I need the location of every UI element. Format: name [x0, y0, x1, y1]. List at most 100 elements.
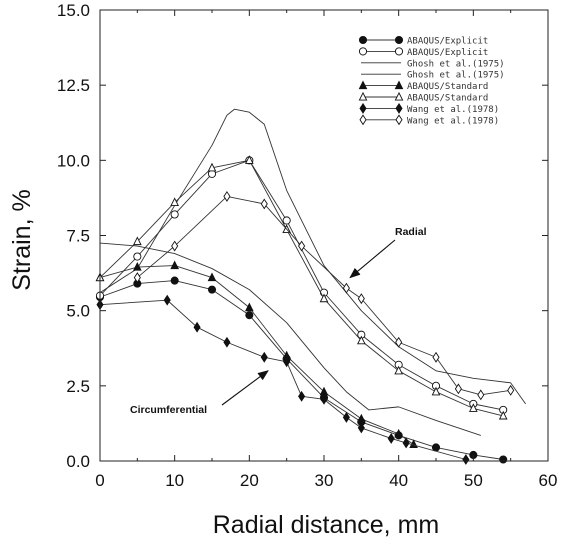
data-point: [171, 240, 179, 252]
series-line: [99, 299, 466, 460]
legend-entry: ABAQUS/Standard: [358, 91, 488, 104]
series-line: [99, 280, 504, 460]
x-tick-label: 40: [389, 471, 408, 490]
data-point: [395, 336, 403, 348]
legend-marker: [395, 102, 403, 114]
y-tick-label: 5.0: [66, 302, 90, 321]
data-point: [342, 411, 350, 423]
y-tick-label: 7.5: [66, 227, 90, 246]
data-point: [319, 293, 329, 303]
annotation-label: Circumferential: [130, 404, 207, 416]
data-point: [133, 261, 142, 271]
legend-marker: [395, 114, 403, 126]
series-3: [99, 242, 481, 436]
y-tick-label: 12.5: [57, 76, 90, 95]
data-point: [170, 210, 179, 219]
data-point: [163, 294, 171, 306]
legend-label: ABAQUS/Standard: [407, 94, 488, 104]
data-point: [245, 311, 254, 320]
x-tick-label: 20: [240, 471, 259, 490]
data-point: [207, 272, 217, 282]
x-tick-label: 50: [464, 471, 483, 490]
legend-marker: [359, 102, 367, 114]
data-point: [394, 365, 403, 375]
data-point: [394, 428, 403, 438]
data-point: [298, 390, 306, 402]
data-point: [499, 455, 508, 464]
series-line: [99, 108, 526, 405]
legend-marker: [394, 47, 404, 56]
legend-marker: [359, 114, 367, 126]
y-tick-label: 0.0: [66, 452, 90, 471]
legend-label: Ghosh et al.(1975): [407, 71, 505, 81]
data-point: [342, 282, 350, 294]
x-axis-title: Radial distance, mm: [213, 511, 439, 539]
series-4: [99, 108, 526, 405]
legend-entry: ABAQUS/Standard: [358, 80, 488, 92]
data-point: [207, 285, 217, 294]
data-point: [431, 443, 441, 452]
x-tick-label: 0: [95, 471, 104, 490]
data-point: [432, 351, 440, 363]
data-point: [431, 386, 441, 396]
data-point: [357, 293, 365, 305]
data-point: [498, 410, 508, 420]
annotations: Radial Circumferential: [130, 226, 427, 416]
data-point: [223, 190, 231, 202]
x-tick-label: 10: [165, 471, 184, 490]
data-point: [260, 198, 268, 210]
legend-label: Wang et al.(1978): [407, 105, 499, 115]
data-point: [320, 393, 328, 405]
data-point: [357, 413, 366, 423]
data-point: [387, 433, 395, 444]
annotation-label: Radial: [395, 226, 427, 238]
data-point: [223, 336, 231, 348]
data-point: [133, 252, 142, 261]
data-point: [133, 236, 142, 246]
legend-entry: ABAQUS/Explicit: [358, 47, 488, 58]
series-line: [137, 195, 511, 396]
data-point: [357, 422, 365, 434]
legend-entry: Wang et al.(1978): [359, 114, 499, 126]
annotation-arrow: [349, 239, 396, 279]
y-tick-label: 10.0: [57, 151, 90, 170]
legend-marker: [358, 35, 368, 45]
data-point: [507, 384, 515, 396]
legend-label: Ghosh et al.(1975): [407, 59, 505, 69]
legend-label: ABAQUS/Standard: [407, 82, 488, 92]
series-line: [99, 242, 481, 436]
legend-entry: Wang et al.(1978): [359, 102, 499, 115]
legend-marker: [394, 35, 404, 45]
annotation-arrow: [221, 370, 269, 406]
data-point: [245, 155, 254, 164]
legend-marker: [394, 80, 404, 90]
data-point: [477, 389, 485, 401]
x-tick-label: 60: [539, 471, 558, 490]
data-point: [133, 272, 141, 284]
series-7: [96, 294, 470, 465]
legend-marker: [394, 91, 404, 101]
series-8: [133, 190, 515, 401]
legend-entry: Ghosh et al.(1975): [361, 59, 505, 69]
legend-entry: Ghosh et al.(1975): [361, 71, 505, 81]
legend-entry: ABAQUS/Explicit: [358, 35, 488, 47]
data-point: [193, 321, 201, 333]
legend-marker: [358, 47, 368, 56]
ticks: 0 10 20 30 40 50 60 0.0 2.5 5.0 7.5 10.0 12.5 15.0: [57, 1, 558, 490]
legend-label: Wang et al.(1978): [407, 116, 499, 126]
series-line: [99, 159, 504, 417]
legend-marker: [358, 91, 368, 101]
series-6: [95, 155, 508, 420]
data-point: [283, 356, 291, 368]
data-point: [170, 197, 179, 206]
legend-label: ABAQUS/Explicit: [407, 48, 488, 58]
legend-marker: [358, 80, 368, 90]
data-point: [260, 351, 268, 363]
y-axis-title: Strain, %: [8, 189, 36, 290]
series-line: [99, 159, 504, 411]
data-point: [402, 437, 410, 449]
legend-label: ABAQUS/Explicit: [407, 37, 488, 47]
y-tick-label: 2.5: [66, 377, 90, 396]
